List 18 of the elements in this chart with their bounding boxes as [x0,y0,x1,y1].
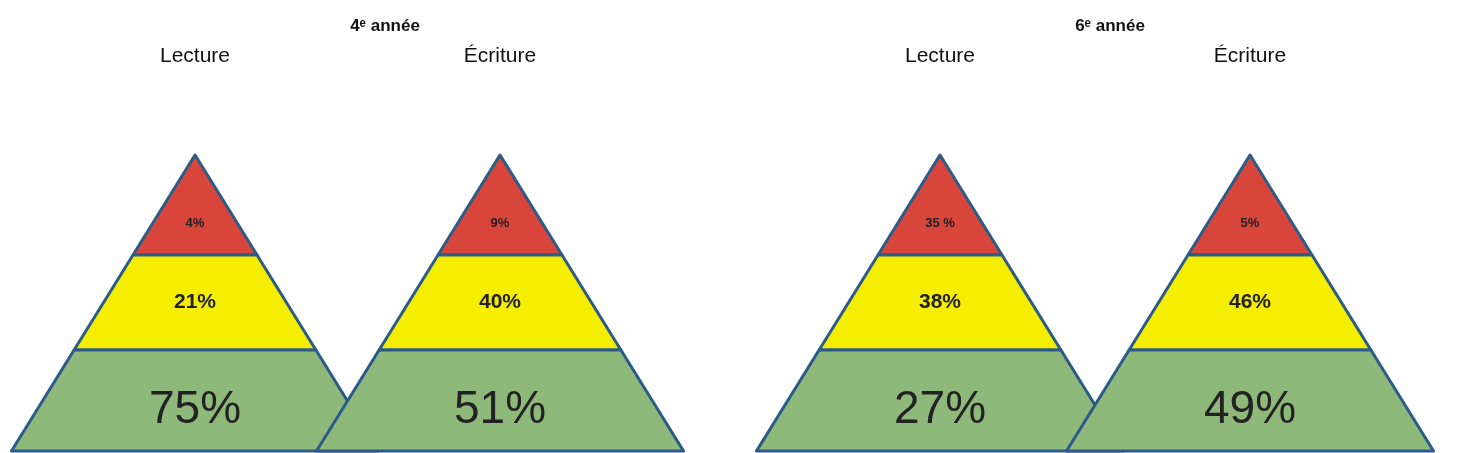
category-label: Lecture [159,42,231,66]
data-label: 46% [1228,289,1272,313]
text: 4ᵉ année [350,15,420,35]
data-label: 38% [918,289,962,313]
data-label: 40% [478,289,522,313]
category-label: Écriture [463,42,537,66]
data-label: 5% [1240,214,1260,230]
text: 6ᵉ année [1075,15,1145,35]
category-label: Lecture [904,42,976,66]
data-label: 4% [185,214,205,230]
data-label: 21% [173,289,217,313]
data-label: 9% [490,214,510,230]
data-label: 27% [893,381,987,434]
data-label: 51% [453,381,547,434]
data-label: 35 % [925,214,956,230]
data-label: 49% [1203,381,1297,434]
category-label: Écriture [1213,42,1287,66]
data-label: 75% [148,381,242,434]
